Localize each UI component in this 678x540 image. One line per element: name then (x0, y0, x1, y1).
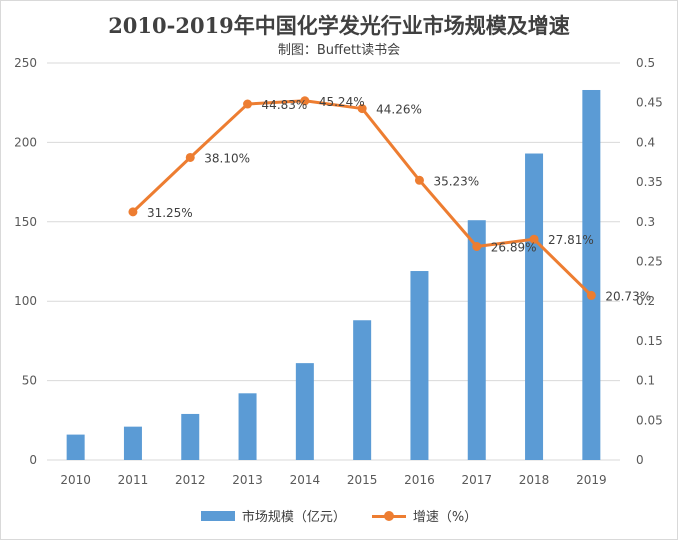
y-right-tick-label: 0.1 (636, 374, 655, 388)
chart-title: 2010-2019年中国化学发光行业市场规模及增速 (108, 13, 570, 38)
growth-data-label: 44.26% (376, 103, 422, 117)
y-right-tick-label: 0.3 (636, 215, 655, 229)
growth-point (357, 104, 367, 114)
growth-point (414, 175, 424, 185)
growth-line (131, 99, 593, 297)
y-left-tick-label: 250 (14, 56, 37, 70)
legend-label-bar: 市场规模（亿元） (241, 510, 346, 525)
y-right-tick-label: 0 (636, 453, 644, 467)
axis-layer: 0 50 100 150 200 250 0 0.05 0.1 0.15 0.2 0.25 0.3 0.3… (14, 56, 663, 487)
y-right-tick-label: 0.4 (636, 135, 655, 149)
legend-swatch-line (371, 510, 406, 521)
bar (353, 320, 372, 460)
y-left-tick-label: 200 (14, 135, 37, 149)
bar-layer (66, 89, 601, 461)
label-layer: 31.25% 38.10% 44.83% 45.24% 44.26% 35.23% 26.8… (147, 95, 651, 304)
bar (410, 271, 429, 460)
legend-item-line[interactable]: 增速（%） (371, 506, 478, 525)
growth-point (128, 207, 138, 217)
legend-label-line: 增速（%） (412, 510, 478, 525)
x-tick-label: 2018 (519, 473, 550, 487)
growth-data-label: 26.89% (491, 240, 537, 254)
bar (123, 426, 142, 460)
growth-point (185, 152, 195, 162)
x-tick-label: 2017 (461, 473, 492, 487)
x-tick-label: 2010 (60, 473, 91, 487)
bar (66, 434, 85, 460)
growth-data-label: 44.83% (262, 98, 308, 112)
y-right-tick-label: 0.05 (636, 413, 663, 427)
x-tick-label: 2011 (118, 473, 149, 487)
bar (582, 89, 601, 460)
bar (181, 413, 200, 460)
grid-layer (47, 62, 620, 461)
x-tick-label: 2012 (175, 473, 206, 487)
y-right-tick-label: 0.2 (636, 294, 655, 308)
y-right-tick-label: 0.35 (636, 175, 663, 189)
y-left-tick-label: 50 (22, 374, 37, 388)
growth-point (243, 99, 253, 109)
chart-subtitle: 制图：Buffett读书会 (277, 43, 401, 58)
growth-point (586, 290, 596, 300)
x-tick-label: 2019 (576, 473, 607, 487)
growth-data-label: 35.23% (433, 174, 479, 188)
growth-data-label: 38.10% (204, 151, 250, 165)
growth-point (300, 96, 310, 106)
line-layer (128, 96, 596, 300)
growth-data-label: 45.24% (319, 95, 365, 109)
x-tick-label: 2013 (232, 473, 263, 487)
y-left-tick-label: 0 (29, 453, 37, 467)
growth-data-label: 31.25% (147, 206, 193, 220)
y-right-tick-label: 0.5 (636, 56, 655, 70)
chart-legend: 市场规模（亿元） 增速（%） (0, 506, 678, 525)
y-right-tick-label: 0.15 (636, 334, 663, 348)
x-tick-label: 2016 (404, 473, 435, 487)
bar (295, 363, 314, 460)
bar (467, 220, 486, 460)
bar (525, 153, 544, 461)
legend-swatch-bar (200, 510, 235, 521)
growth-data-label: 20.73% (605, 289, 651, 303)
y-right-tick-label: 0.45 (636, 96, 663, 110)
growth-point (472, 241, 482, 251)
legend-item-bar[interactable]: 市场规模（亿元） (200, 506, 346, 525)
growth-data-label: 27.81% (548, 233, 594, 247)
y-left-tick-label: 150 (14, 215, 37, 229)
y-left-tick-label: 100 (14, 294, 37, 308)
y-right-tick-label: 0.25 (636, 255, 663, 269)
x-tick-label: 2014 (290, 473, 321, 487)
growth-point (529, 234, 539, 244)
bar (238, 393, 257, 460)
x-tick-label: 2015 (347, 473, 378, 487)
